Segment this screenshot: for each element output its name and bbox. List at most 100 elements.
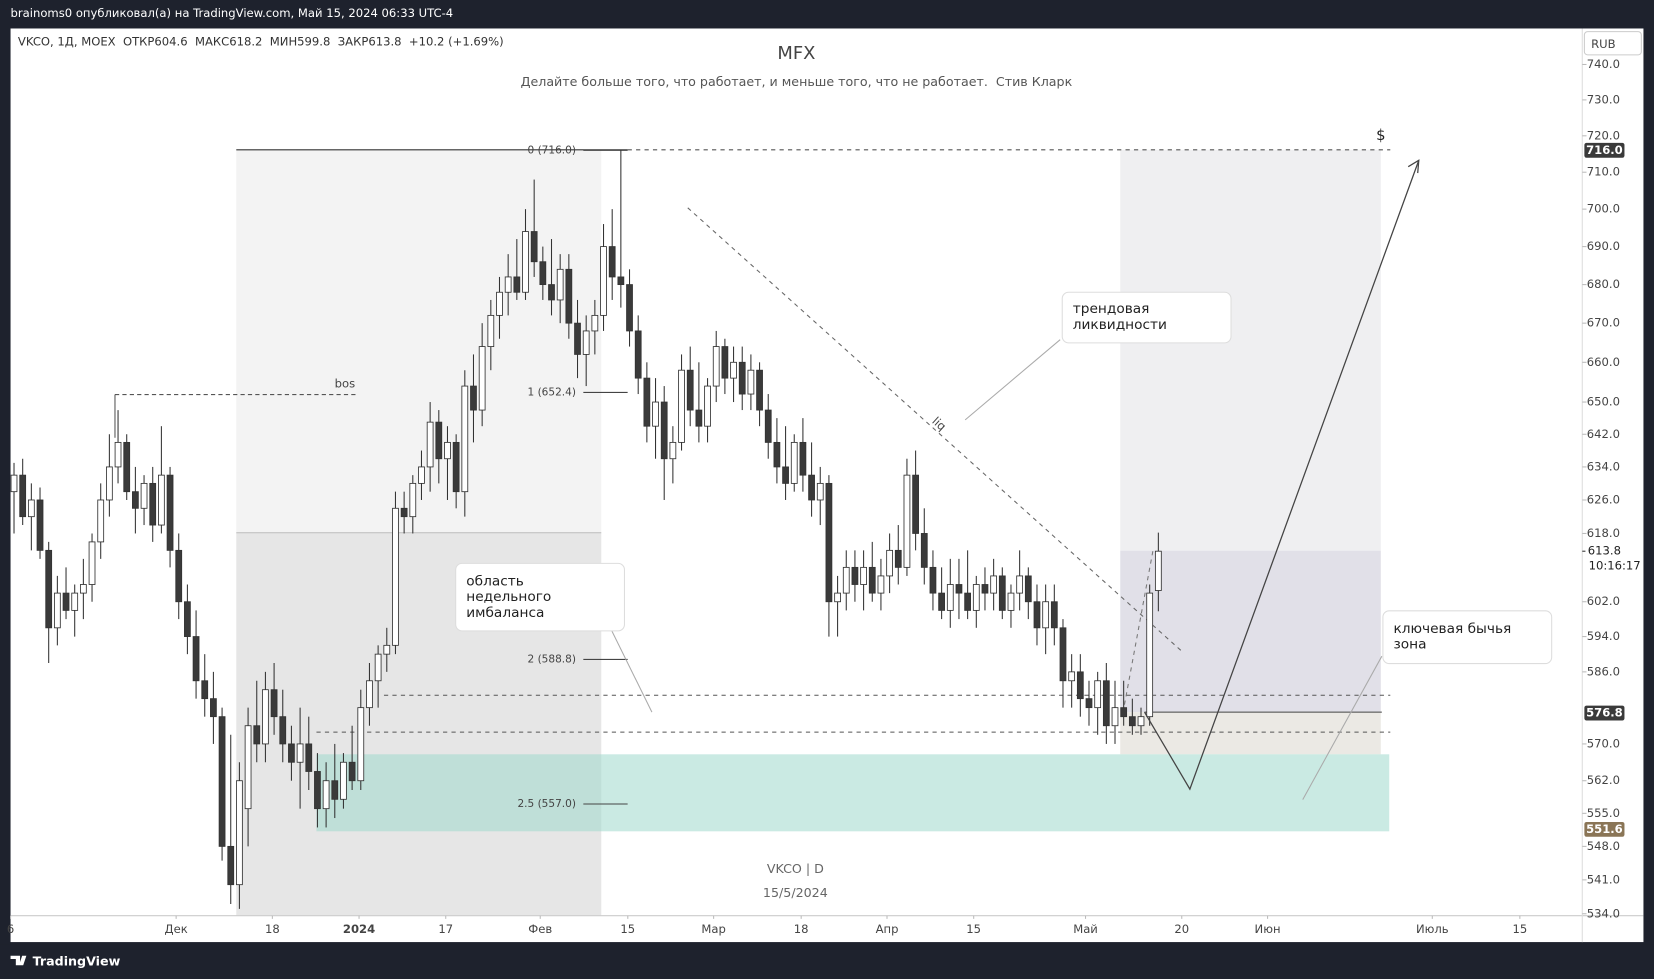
candle-body — [634, 330, 642, 379]
candle-body — [322, 780, 330, 810]
candle-body — [140, 482, 148, 509]
candle-body — [27, 499, 35, 518]
callout-text: область — [466, 573, 524, 589]
x-tick-label: 15 — [1512, 922, 1527, 936]
candle-body — [487, 314, 495, 347]
callout-text: имбаланса — [466, 605, 544, 621]
callout-line — [611, 630, 653, 713]
candle-body — [920, 533, 928, 568]
candle-body — [1111, 707, 1119, 727]
price-tag — [1584, 705, 1625, 721]
candle-body — [582, 330, 590, 355]
candle-body — [860, 566, 867, 585]
candle-body — [643, 377, 651, 427]
candle-body — [851, 566, 859, 585]
y-tick-label: 710.0 — [1587, 165, 1620, 179]
candle-body — [972, 584, 980, 611]
x-tick-label: 17 — [438, 922, 453, 936]
callout-line — [1302, 655, 1383, 800]
bos-label: bos — [335, 377, 355, 391]
candle-body — [903, 474, 911, 568]
candle-body — [348, 761, 356, 782]
y-tick-label: 562.0 — [1587, 773, 1620, 787]
candle-body — [279, 716, 287, 745]
candle-body — [574, 322, 581, 355]
candle-body — [36, 499, 44, 551]
x-tick-label: 2024 — [343, 922, 375, 936]
currency-button[interactable] — [1583, 31, 1642, 56]
candle-body — [1128, 716, 1136, 727]
candle-body — [1146, 592, 1154, 718]
candle-body — [158, 474, 165, 526]
currency[interactable]: RUB — [1591, 37, 1616, 51]
x-tick-label: 18 — [794, 922, 809, 936]
candle-body — [296, 743, 304, 763]
y-tick-label: 680.0 — [1587, 277, 1620, 291]
candle-body — [1016, 575, 1024, 594]
candle-body — [244, 725, 252, 810]
y-tick-label: 626.0 — [1587, 492, 1620, 506]
candle-body — [747, 369, 755, 395]
x-tick-label: 18 — [265, 922, 280, 936]
x-tick-label: 15 — [966, 922, 981, 936]
candle-body — [808, 474, 815, 501]
candle-body — [1120, 707, 1128, 718]
candle-body — [114, 441, 122, 468]
candle-body — [964, 592, 972, 611]
y-tick-label: 650.0 — [1587, 395, 1620, 409]
y-tick-label: 720.0 — [1587, 128, 1620, 142]
candle-body — [825, 482, 833, 603]
symbol-info: VKCO, 1Д, MOEX ОТКР604.6 МАКС618.2 МИН59… — [18, 35, 504, 49]
y-tick-label: 586.0 — [1587, 664, 1620, 678]
candle-body — [478, 346, 486, 411]
candle-body — [998, 575, 1006, 611]
y-tick-label: 700.0 — [1587, 202, 1620, 216]
price-tag-label: 613.8 — [1588, 544, 1621, 558]
x-tick-label: 15 — [620, 922, 635, 936]
candle-body — [652, 401, 659, 427]
candle-body — [1076, 671, 1084, 700]
callout-text: трендовая — [1073, 301, 1150, 317]
candle-body — [548, 284, 555, 301]
callout-text: недельного — [466, 589, 551, 605]
candle-body — [132, 491, 139, 509]
candle-body — [513, 276, 521, 293]
candle-body — [184, 601, 191, 637]
y-tick-label: 555.0 — [1587, 806, 1620, 820]
candle-body — [10, 474, 18, 493]
candle-body — [1068, 671, 1076, 682]
callout-box — [1061, 291, 1232, 344]
candle-body — [305, 743, 313, 772]
candle-body — [192, 636, 200, 682]
x-tick-label: Июн — [1255, 922, 1281, 936]
candle-body — [53, 592, 61, 629]
candle-body — [790, 441, 798, 484]
candle-body — [71, 592, 79, 611]
candle-body — [695, 409, 703, 427]
candle-body — [669, 441, 677, 460]
price-tag-label: 716.0 — [1586, 143, 1623, 157]
candle-body — [600, 246, 607, 316]
candle-body — [530, 231, 538, 263]
candle-body — [400, 507, 408, 518]
fib-label: 2.5 (557.0) — [517, 798, 575, 810]
callout-text: зона — [1393, 637, 1426, 653]
candle-body — [894, 549, 902, 568]
candle-body — [842, 566, 850, 594]
footer-text: TradingView — [33, 954, 121, 969]
candle-body — [704, 385, 711, 427]
y-tick-label: 602.0 — [1587, 594, 1620, 608]
candle-body — [1033, 601, 1041, 629]
candle-body — [868, 566, 876, 594]
candle-body — [1007, 592, 1015, 611]
candle-body — [175, 549, 183, 603]
x-tick-label: 20 — [1174, 922, 1189, 936]
candle-body — [288, 743, 295, 763]
candle-body — [990, 575, 998, 594]
candle-body — [929, 566, 937, 594]
candle-body — [912, 474, 919, 534]
candle-body — [210, 698, 217, 718]
callout-box — [1382, 610, 1553, 665]
